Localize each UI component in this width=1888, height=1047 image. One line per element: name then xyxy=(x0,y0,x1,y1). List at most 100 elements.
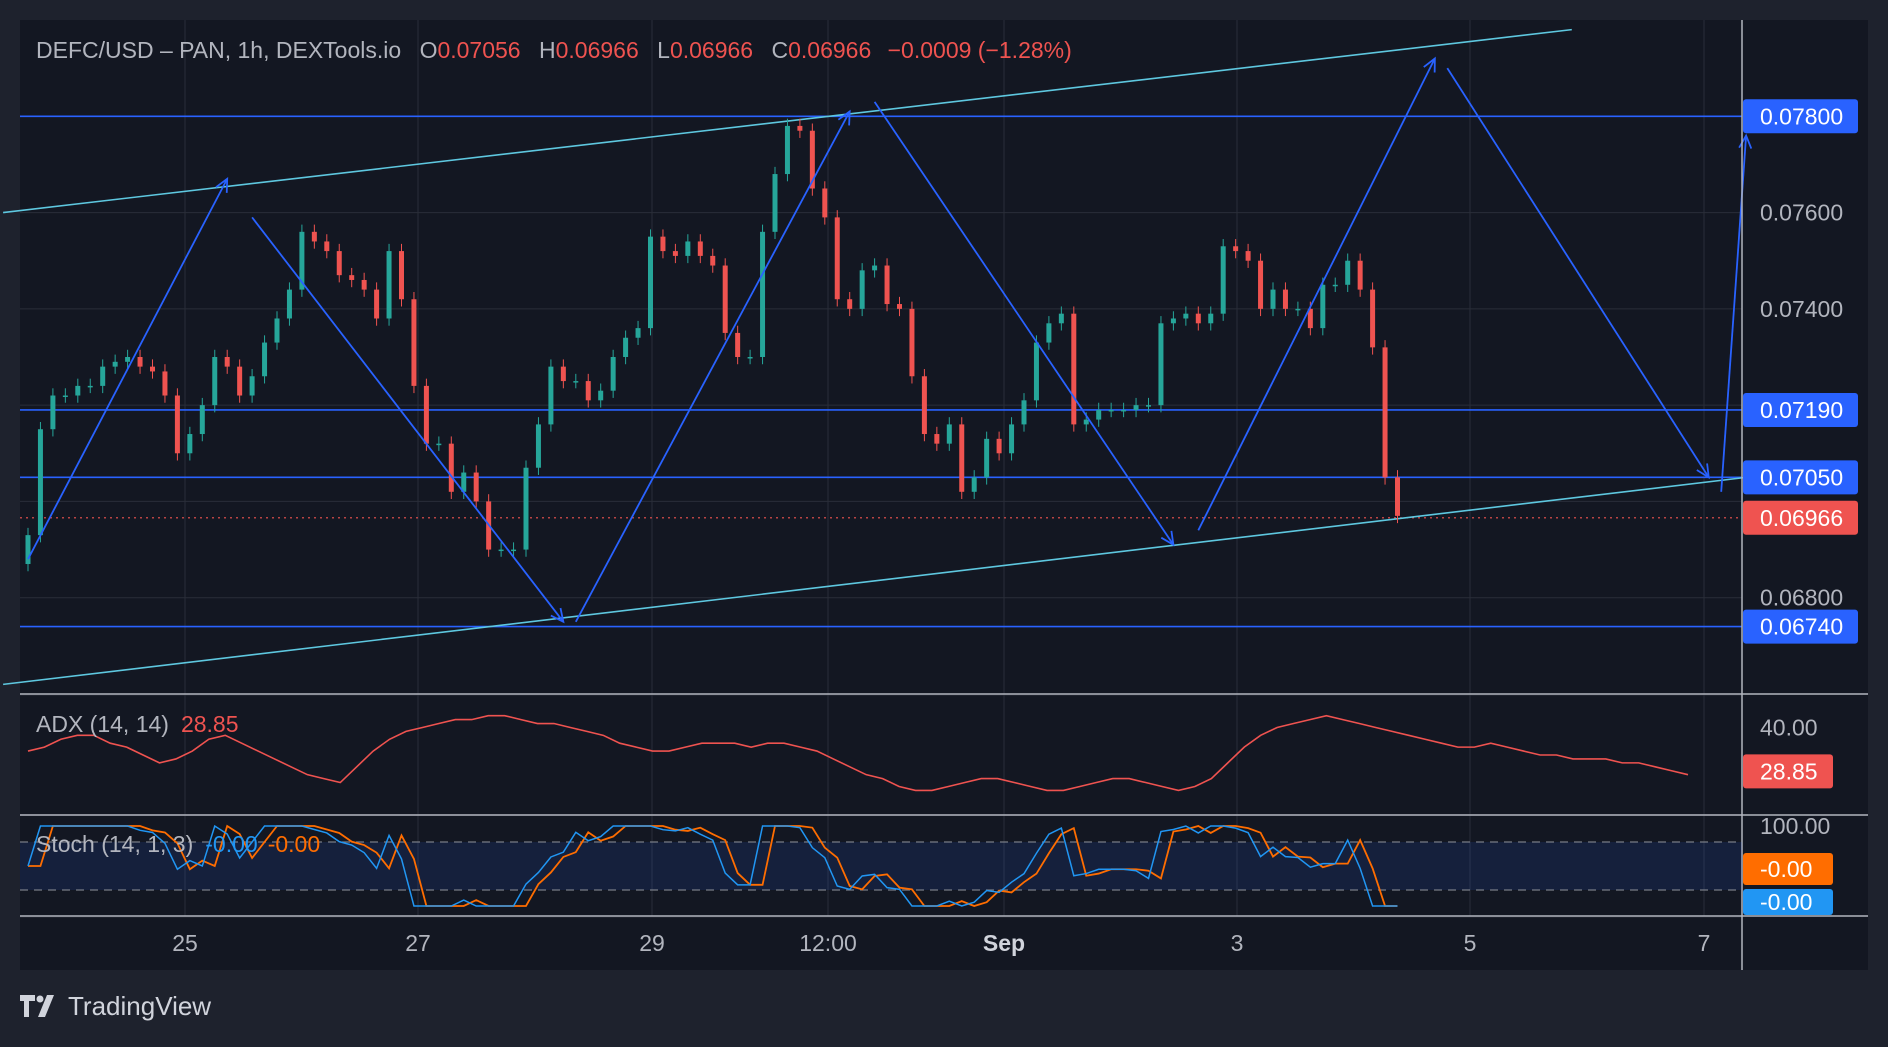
candle-body[interactable] xyxy=(573,381,579,383)
stoch-k-line[interactable] xyxy=(27,824,1398,907)
candle-body[interactable] xyxy=(1245,251,1251,261)
candle-body[interactable] xyxy=(299,231,305,290)
candle-body[interactable] xyxy=(648,236,653,329)
candle-body[interactable] xyxy=(448,443,454,492)
candle-body[interactable] xyxy=(150,366,155,372)
last-price-badge[interactable] xyxy=(1743,500,1858,535)
candle-body[interactable] xyxy=(112,361,118,367)
price-level-badge[interactable] xyxy=(1743,460,1858,495)
candle-body[interactable] xyxy=(847,299,853,309)
candle-body[interactable] xyxy=(199,405,205,435)
candle-body[interactable] xyxy=(872,265,878,271)
candle-body[interactable] xyxy=(1133,405,1139,410)
candle-body[interactable] xyxy=(722,265,728,333)
annotation-arrow-line[interactable] xyxy=(575,111,851,623)
candle-body[interactable] xyxy=(610,357,616,391)
candle-body[interactable] xyxy=(797,125,803,131)
candle-body[interactable] xyxy=(946,424,952,444)
candle-body[interactable] xyxy=(685,241,691,256)
price-level-badge[interactable] xyxy=(1743,392,1858,427)
candle-body[interactable] xyxy=(511,549,517,552)
annotation-arrow-line[interactable] xyxy=(1197,58,1436,531)
candle-body[interactable] xyxy=(473,472,479,502)
candle-body[interactable] xyxy=(784,125,790,175)
candle-body[interactable] xyxy=(585,381,591,401)
annotation-arrow-line[interactable] xyxy=(27,178,228,560)
candle-body[interactable] xyxy=(535,424,541,468)
candle-body[interactable] xyxy=(710,255,716,266)
candle-body[interactable] xyxy=(859,270,865,309)
candle-body[interactable] xyxy=(971,477,977,492)
candle-body[interactable] xyxy=(25,535,31,565)
candle-body[interactable] xyxy=(125,357,131,362)
candle-body[interactable] xyxy=(921,376,927,435)
price-axis-pane[interactable] xyxy=(1742,20,1868,970)
candle-body[interactable] xyxy=(262,342,268,377)
candle-body[interactable] xyxy=(697,241,703,256)
price-level-badge[interactable] xyxy=(1743,99,1858,134)
candle-body[interactable] xyxy=(423,385,429,444)
candle-body[interactable] xyxy=(37,429,43,536)
stoch-k-badge[interactable] xyxy=(1743,889,1833,915)
candle-body[interactable] xyxy=(672,251,678,256)
candle-body[interactable] xyxy=(249,376,255,396)
candle-body[interactable] xyxy=(399,251,404,300)
candle-body[interactable] xyxy=(772,174,778,232)
candle-body[interactable] xyxy=(1083,419,1089,425)
candle-body[interactable] xyxy=(311,231,317,242)
candle-body[interactable] xyxy=(1370,289,1376,348)
annotation-arrow-line[interactable] xyxy=(251,216,565,623)
candle-body[interactable] xyxy=(324,241,330,252)
candle-body[interactable] xyxy=(374,289,380,319)
candle-body[interactable] xyxy=(1220,246,1226,314)
candle-body[interactable] xyxy=(274,318,280,343)
adx-value-badge[interactable] xyxy=(1743,754,1833,789)
adx-pane[interactable] xyxy=(20,696,1742,814)
candle-body[interactable] xyxy=(548,366,554,425)
stoch-d-line[interactable] xyxy=(28,824,1398,907)
candle-body[interactable] xyxy=(1258,260,1264,309)
candle-body[interactable] xyxy=(461,472,467,492)
candle-body[interactable] xyxy=(897,304,902,309)
main-pane[interactable] xyxy=(20,20,1742,694)
candle-body[interactable] xyxy=(996,438,1002,454)
candle-body[interactable] xyxy=(1058,313,1064,324)
stoch-pane[interactable] xyxy=(20,816,1742,916)
candle-body[interactable] xyxy=(411,299,417,386)
candle-body[interactable] xyxy=(436,443,442,446)
candle-body[interactable] xyxy=(1158,323,1164,406)
candle-body[interactable] xyxy=(1009,424,1015,454)
candle-body[interactable] xyxy=(50,395,56,430)
candle-body[interactable] xyxy=(598,390,604,401)
candle-body[interactable] xyxy=(349,275,355,280)
candle-body[interactable] xyxy=(498,549,504,552)
candle-body[interactable] xyxy=(87,385,93,388)
candle-body[interactable] xyxy=(560,366,566,382)
candle-body[interactable] xyxy=(1108,409,1114,412)
candle-body[interactable] xyxy=(1208,313,1214,324)
candle-body[interactable] xyxy=(336,251,342,276)
candle-body[interactable] xyxy=(1332,284,1338,287)
candle-body[interactable] xyxy=(386,251,392,319)
candle-body[interactable] xyxy=(735,332,741,357)
annotation-arrow-line[interactable] xyxy=(873,101,1175,546)
channel-line[interactable] xyxy=(3,476,1747,686)
candle-body[interactable] xyxy=(959,424,965,492)
candle-body[interactable] xyxy=(137,357,143,367)
candle-body[interactable] xyxy=(224,357,230,367)
candle-body[interactable] xyxy=(1071,313,1077,425)
annotation-arrow-line[interactable] xyxy=(1446,67,1710,478)
candle-body[interactable] xyxy=(747,357,753,359)
candle-body[interactable] xyxy=(909,308,915,377)
price-level-badge[interactable] xyxy=(1743,609,1858,644)
candle-body[interactable] xyxy=(1307,308,1313,329)
candle-body[interactable] xyxy=(635,328,641,338)
candle-body[interactable] xyxy=(1021,400,1027,425)
candle-body[interactable] xyxy=(75,385,81,396)
adx-line[interactable] xyxy=(27,714,1689,792)
candle-body[interactable] xyxy=(1295,308,1301,311)
candle-body[interactable] xyxy=(1395,477,1400,516)
candle-body[interactable] xyxy=(1195,313,1201,324)
candle-body[interactable] xyxy=(623,337,629,357)
candle-body[interactable] xyxy=(1183,313,1189,319)
